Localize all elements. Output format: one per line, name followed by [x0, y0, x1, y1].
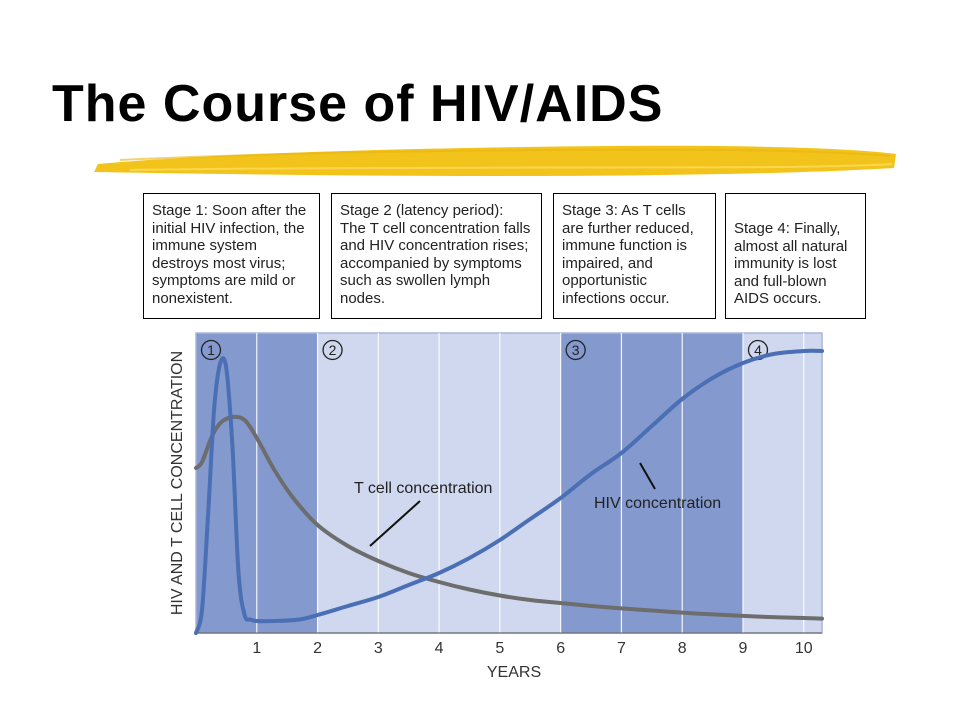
x-axis-label: YEARS: [487, 664, 541, 681]
stage-marker-4: 4: [754, 342, 762, 358]
stage-marker-circle-3: [565, 339, 586, 361]
x-tick-label-2: 2: [313, 640, 322, 657]
x-tick-label-8: 8: [678, 640, 687, 657]
annotation-hiv-leader: [639, 462, 656, 490]
stage-2-description: Stage 2 (latency period): The T cell con…: [331, 193, 542, 319]
stage-4-description: Stage 4: Finally, almost all natural imm…: [725, 193, 866, 319]
series-line-t-cell-concentration: [194, 414, 824, 621]
x-tick-label-5: 5: [495, 640, 504, 657]
x-tick-label-9: 9: [739, 640, 748, 657]
x-tick-label-1: 1: [252, 640, 261, 657]
annotation-t-cell-leader: [369, 500, 421, 547]
annotation-hiv: HIV concentration: [594, 495, 721, 512]
series-line-hiv-concentration: [194, 348, 824, 635]
stage-marker-1: 1: [207, 342, 215, 358]
x-tick-label-4: 4: [435, 640, 444, 657]
stage-marker-3: 3: [572, 342, 580, 358]
annotation-t-cell: T cell concentration: [354, 480, 492, 497]
stage-1-description: Stage 1: Soon after the initial HIV infe…: [143, 193, 320, 319]
stage-3-description: Stage 3: As T cells are further reduced,…: [553, 193, 716, 319]
title-underline-brushstroke: [94, 145, 896, 176]
stage-marker-circle-1: [200, 339, 222, 361]
stage-band-4: [742, 333, 822, 633]
x-tick-label-3: 3: [374, 640, 383, 657]
slide-title: The Course of HIV/AIDS: [52, 75, 664, 133]
x-tick-label-6: 6: [556, 640, 565, 657]
stage-marker-circle-2: [322, 339, 343, 361]
y-axis-label: HIV AND T CELL CONCENTRATION: [169, 351, 186, 615]
stage-marker-2: 2: [329, 342, 337, 358]
x-tick-label-10: 10: [795, 640, 813, 657]
x-tick-label-7: 7: [617, 640, 626, 657]
